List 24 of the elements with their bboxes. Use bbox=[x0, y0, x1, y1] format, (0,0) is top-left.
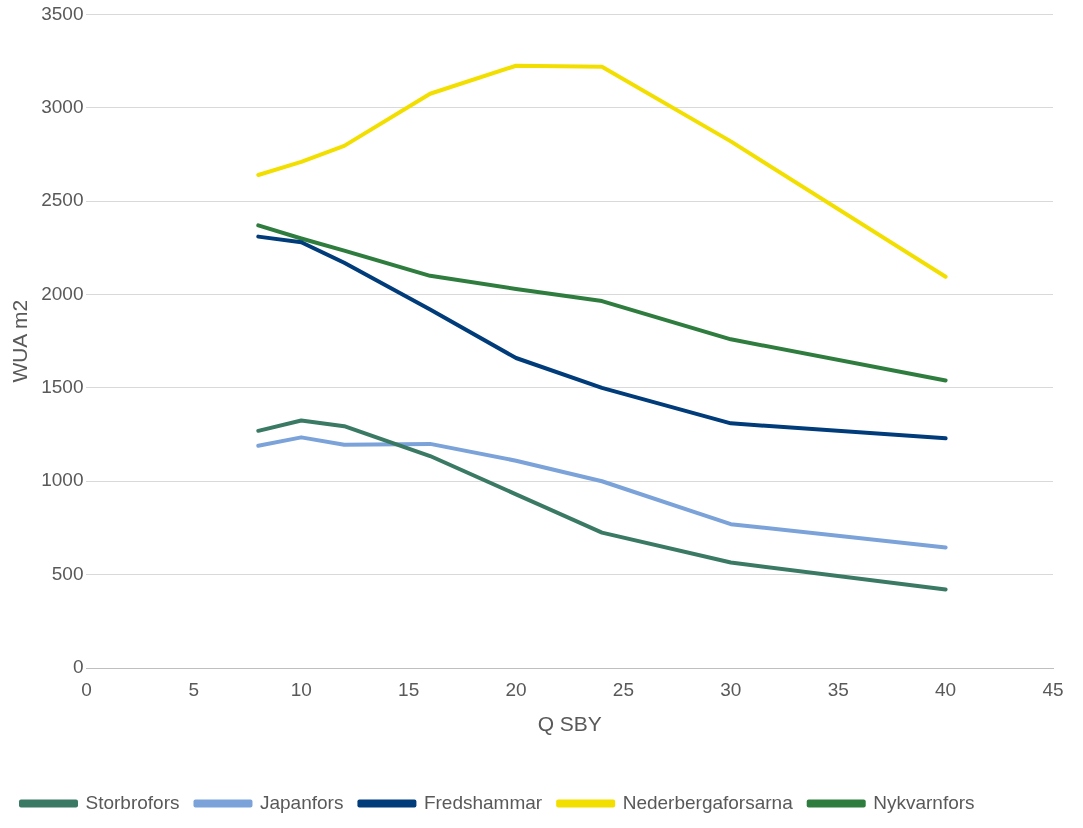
legend-label: Nykvarnfors bbox=[873, 791, 975, 813]
legend-label: Japanfors bbox=[259, 791, 344, 813]
y-tick-label: 0 bbox=[72, 656, 84, 678]
x-tick-label: 5 bbox=[188, 678, 200, 700]
y-tick-label: 1000 bbox=[41, 469, 84, 491]
x-tick-label: 30 bbox=[720, 678, 742, 700]
legend-label: Nederbergaforsarna bbox=[622, 791, 794, 813]
y-tick-label: 500 bbox=[51, 562, 84, 584]
y-tick-label: 3000 bbox=[41, 96, 84, 118]
y-tick-label: 2000 bbox=[41, 282, 84, 304]
x-tick-label: 15 bbox=[398, 678, 420, 700]
x-tick-label: 20 bbox=[505, 678, 527, 700]
y-tick-label: 3500 bbox=[41, 2, 84, 24]
legend-label: Fredshammar bbox=[423, 791, 543, 813]
x-tick-label: 35 bbox=[827, 678, 849, 700]
x-tick-label: 45 bbox=[1042, 678, 1064, 700]
x-tick-label: 25 bbox=[612, 678, 634, 700]
y-tick-label: 1500 bbox=[41, 376, 84, 398]
x-tick-label: 40 bbox=[935, 678, 957, 700]
legend-label: Storbrofors bbox=[85, 791, 180, 813]
y-tick-label: 2500 bbox=[41, 189, 84, 211]
x-tick-label: 10 bbox=[290, 678, 312, 700]
y-axis-title: WUA m2 bbox=[8, 299, 32, 383]
x-axis-title: Q SBY bbox=[537, 712, 602, 736]
